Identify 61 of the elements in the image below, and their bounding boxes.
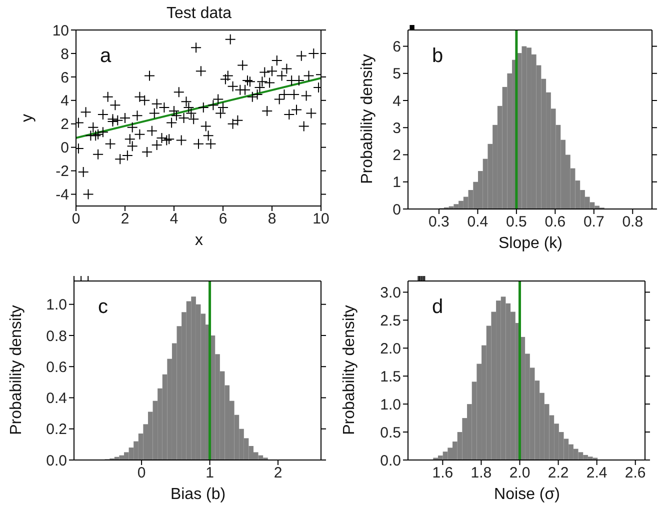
y-tick-label: 6 [60, 69, 69, 86]
x-tick-label: 0 [137, 464, 146, 482]
x-axis-title: Noise (σ) [494, 486, 560, 504]
x-tick-label: 6 [218, 210, 228, 228]
y-tick-label: -2 [56, 163, 69, 180]
y-tick-label: 2.0 [380, 340, 401, 358]
y-tick-label: 2 [392, 147, 401, 164]
y-tick-label: 0 [60, 140, 69, 157]
y-tick-label: 5 [392, 66, 401, 83]
x-axis-title: Slope (k) [498, 235, 563, 253]
y-tick-label: 2.5 [380, 312, 401, 330]
x-tick-label: 0.8 [622, 214, 644, 231]
y-tick-label: 3 [392, 120, 401, 137]
y-tick-label: 1.0 [46, 296, 67, 314]
annotation: d [432, 296, 444, 318]
x-axis-title: Bias (b) [170, 486, 226, 504]
y-tick-label: 4 [392, 92, 401, 110]
x-tick-label: 2 [274, 464, 282, 482]
y-tick-label: 10 [52, 22, 69, 40]
x-tick-label: 0.5 [506, 214, 527, 231]
x-tick-label: 4 [170, 210, 178, 228]
x-axis-title: x [195, 232, 203, 250]
y-tick-label: -4 [56, 186, 69, 204]
x-tick-label: 1 [206, 464, 214, 482]
y-tick-label: 0.0 [380, 452, 401, 470]
x-tick-label: 0.4 [467, 214, 488, 231]
y-tick-label: 0.8 [46, 328, 67, 345]
y-tick-label: 8 [60, 46, 69, 63]
y-tick-label: 0.4 [46, 390, 67, 408]
y-axis-title: y [19, 114, 37, 122]
annotation: b [432, 45, 444, 67]
x-tick-label: 2.0 [509, 464, 530, 482]
y-tick-label: 0.6 [46, 358, 67, 376]
y-tick-label: 6 [392, 38, 401, 56]
y-tick-label: 0.2 [46, 421, 67, 438]
x-tick-label: 1.8 [470, 464, 492, 482]
x-tick-label: 0 [72, 210, 80, 228]
y-axis-title: Probability density [359, 54, 377, 184]
x-tick-label: 2.2 [548, 464, 569, 482]
x-tick-label: 10 [312, 210, 330, 228]
y-tick-label: 1.5 [380, 368, 401, 386]
y-tick-label: 0.5 [380, 424, 401, 442]
annotation: c [98, 296, 108, 318]
y-tick-label: 3.0 [380, 284, 401, 302]
x-tick-label: 2.4 [586, 464, 608, 482]
y-tick-label: 1.0 [380, 396, 401, 414]
y-tick-label: 0.0 [46, 452, 67, 470]
x-tick-label: 2 [120, 210, 130, 228]
x-tick-label: 0.3 [428, 214, 450, 231]
x-tick-label: 2.6 [624, 464, 646, 482]
y-tick-label: 2 [60, 116, 69, 134]
x-tick-label: 0.7 [583, 214, 604, 231]
x-tick-label: 0.6 [544, 214, 566, 231]
x-tick-label: 1.6 [432, 464, 454, 482]
y-axis-title: Probability density [341, 305, 359, 435]
x-tick-label: 8 [268, 210, 276, 228]
annotation: a [100, 45, 112, 67]
y-tick-label: 1 [392, 174, 401, 192]
chart-title: Test data [166, 5, 232, 23]
y-axis-title: Probability density [8, 305, 26, 435]
y-tick-label: 4 [60, 92, 69, 110]
